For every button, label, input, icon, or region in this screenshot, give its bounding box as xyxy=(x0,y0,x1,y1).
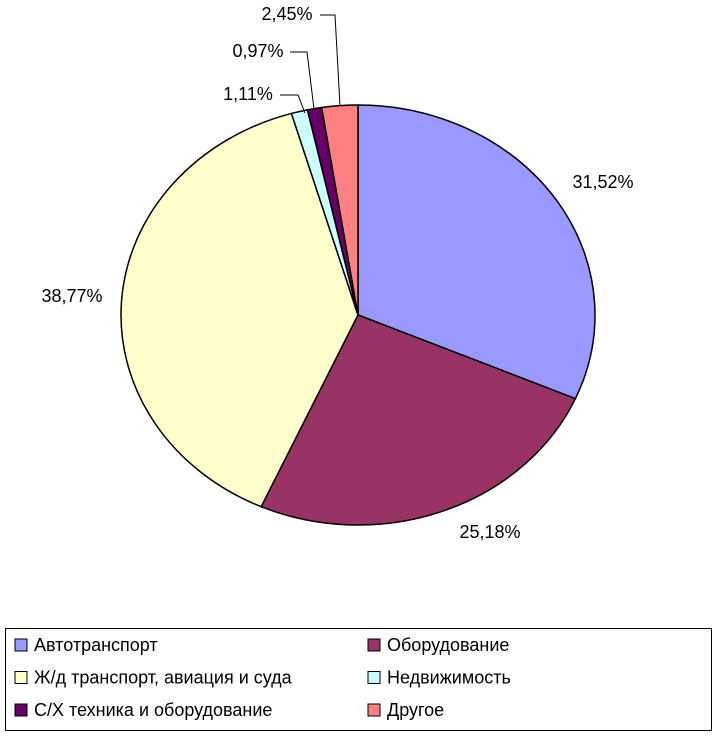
legend-label: Оборудование xyxy=(387,635,509,655)
legend-label: С/Х техника и оборудование xyxy=(34,700,272,720)
legend-label: Недвижимость xyxy=(387,667,511,687)
legend-swatch xyxy=(14,703,28,717)
pie-slice xyxy=(357,104,596,400)
legend-box xyxy=(5,628,712,731)
legend-label: Автотранспорт xyxy=(34,635,158,655)
legend-swatch xyxy=(14,638,28,652)
data-label: 0,97% xyxy=(232,41,283,61)
legend-label: Ж/д транспорт, авиация и суда xyxy=(34,667,293,687)
data-label: 38,77% xyxy=(41,286,102,306)
data-label: 31,52% xyxy=(572,172,633,192)
legend-swatch xyxy=(367,703,381,717)
data-label: 1,11% xyxy=(223,84,273,104)
data-label: 2,45% xyxy=(261,4,312,24)
pie-slice xyxy=(260,314,577,526)
legend-label: Другое xyxy=(387,700,444,720)
legend-swatch xyxy=(14,671,28,684)
pie-slice xyxy=(120,112,359,508)
leader-line xyxy=(280,94,306,114)
legend-swatch xyxy=(367,638,381,652)
leader-line xyxy=(290,51,315,110)
legend-swatch xyxy=(367,671,381,684)
leader-line xyxy=(320,14,341,107)
data-label: 25,18% xyxy=(459,522,520,542)
